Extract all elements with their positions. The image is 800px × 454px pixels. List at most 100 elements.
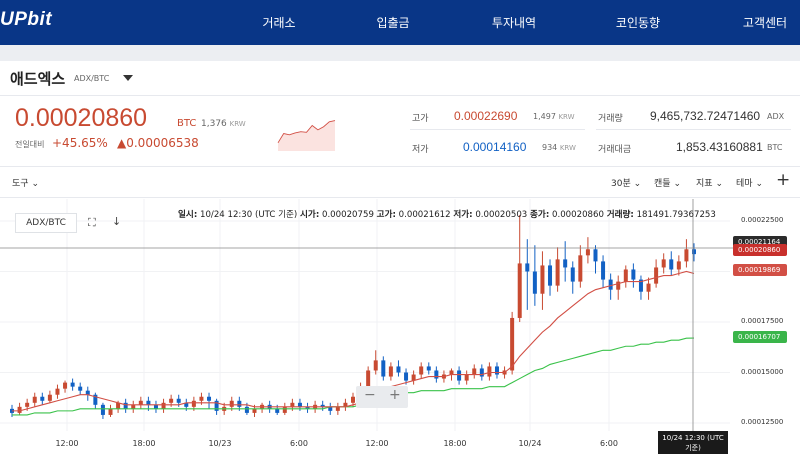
candle-body [214, 400, 219, 411]
tools-label: 도구 [12, 179, 29, 189]
candle-body [540, 265, 545, 294]
chart-toolbar: 도구 ⌄ 30분 ⌄ 캔들 ⌄ 지표 ⌄ 테마 ⌄ + [0, 166, 800, 198]
candle-body [40, 396, 45, 401]
info-high-label: 고가: [376, 210, 396, 220]
price-krw: 1,376 KRW [201, 119, 246, 129]
x-tick-label: 12:00 [55, 439, 79, 448]
chevron-down-icon: ⌄ [31, 179, 39, 189]
crosshair-plus-icon[interactable]: + [776, 170, 791, 190]
chart-canvas[interactable] [0, 199, 800, 454]
nav-deposit-withdraw[interactable]: 입출금 [376, 16, 410, 30]
current-price: 0.00020860 [15, 104, 148, 132]
candle-body [100, 404, 105, 415]
candle-body [55, 388, 60, 395]
high-krw: 1,497 KRW [533, 112, 575, 121]
info-volume-label: 거래량: [606, 210, 634, 220]
candle-body [608, 279, 613, 290]
chevron-down-icon: ⌄ [673, 179, 681, 189]
y-tick-label: 0.00012500 [741, 418, 784, 426]
candle-body [419, 366, 424, 375]
download-arrow-icon[interactable]: ↓ [112, 215, 122, 228]
candle-body [32, 396, 37, 403]
info-date: 10/24 12:30 (UTC 기준) [199, 210, 298, 220]
candle-body [669, 259, 674, 270]
ma-fast-badge: 0.00019869 [733, 264, 787, 276]
info-date-label: 일시: [178, 210, 198, 220]
zoom-controls: − + [356, 386, 408, 408]
candle-body [176, 398, 181, 403]
candle-body [548, 265, 553, 286]
candle-body [494, 366, 499, 375]
zoom-in-icon[interactable]: + [389, 387, 401, 403]
high-krw-unit: KRW [558, 113, 575, 121]
interval-select[interactable]: 30분 ⌄ [611, 176, 641, 189]
nav-coin-trends[interactable]: 코인동향 [615, 16, 661, 30]
upbit-logo[interactable]: UPbit [0, 9, 53, 30]
nav-customer-center[interactable]: 고객센터 [742, 16, 788, 30]
sparkline-line [277, 120, 336, 144]
x-tick-label: 6:00 [290, 439, 308, 448]
candle-body [631, 269, 636, 280]
theme-select[interactable]: 테마 ⌄ [736, 176, 763, 189]
ma-slow-line [12, 337, 695, 416]
x-tick-label: 18:00 [443, 439, 467, 448]
coin-name[interactable]: 애드엑스 [10, 70, 66, 88]
candle-body [464, 374, 469, 381]
candle-body [578, 255, 583, 282]
price-unit: BTC [177, 118, 197, 129]
amount-value: 1,853.43160881 [676, 140, 763, 154]
close-price-badge: 0.00020860 [733, 244, 787, 256]
sparkline-chart [275, 111, 388, 151]
candle-body [282, 406, 287, 413]
candle-body [601, 261, 606, 280]
candle-body [351, 396, 355, 403]
cursor-time-badge: 10/24 12:30 (UTC 기준) [658, 431, 728, 454]
x-tick-label: 18:00 [132, 439, 156, 448]
candle-body [305, 406, 310, 409]
x-tick-label: 6:00 [600, 439, 618, 448]
chart-pair-label[interactable]: ADX/BTC [15, 213, 77, 233]
indicator-label: 지표 [696, 179, 713, 189]
high-krw-value: 1,497 [533, 112, 556, 121]
candle-body [517, 263, 522, 318]
volume-unit: ADX [767, 112, 785, 121]
candle-select[interactable]: 캔들 ⌄ [654, 176, 681, 189]
nav-investments[interactable]: 투자내역 [491, 16, 537, 30]
candle-body [328, 406, 333, 411]
candle-body [479, 368, 484, 377]
candlestick-chart[interactable] [0, 199, 800, 454]
candle-body [570, 267, 575, 282]
info-open-label: 시가: [300, 210, 320, 220]
info-low: 0.00020503 [475, 210, 528, 220]
top-nav: UPbit 거래소 입출금 투자내역 코인동향 고객센터 [0, 0, 800, 45]
candle-body [297, 402, 302, 407]
candle-body [63, 382, 68, 389]
y-tick-label: 0.00017500 [741, 317, 784, 325]
low-value: 0.00014160 [463, 140, 527, 154]
candle-body [661, 259, 666, 268]
chevron-down-icon[interactable] [123, 75, 133, 81]
nav-exchange[interactable]: 거래소 [262, 16, 296, 30]
divider [596, 129, 791, 130]
candle-body [290, 402, 295, 407]
candle-body [532, 271, 537, 294]
fullscreen-icon[interactable]: ⛶ [88, 216, 96, 229]
x-tick-label: 12:00 [365, 439, 389, 448]
candle-body [510, 317, 515, 371]
high-value: 0.00022690 [454, 109, 518, 123]
price-krw-value: 1,376 [201, 119, 227, 129]
candle-body [388, 366, 393, 377]
sparkline-area [278, 120, 335, 151]
volume-value: 9,465,732.72471460 [650, 109, 761, 123]
amount-label: 거래대금 [598, 145, 632, 155]
ma-fast-line [12, 270, 695, 412]
candle-body [116, 402, 121, 409]
volume-label: 거래량 [598, 114, 623, 124]
chevron-down-icon: ⌄ [755, 179, 763, 189]
candle-body [366, 370, 371, 387]
candle-body [275, 408, 280, 413]
info-close-label: 종가: [530, 210, 550, 220]
zoom-out-icon[interactable]: − [364, 387, 376, 403]
indicator-select[interactable]: 지표 ⌄ [696, 176, 723, 189]
tools-menu[interactable]: 도구 ⌄ [12, 176, 39, 189]
